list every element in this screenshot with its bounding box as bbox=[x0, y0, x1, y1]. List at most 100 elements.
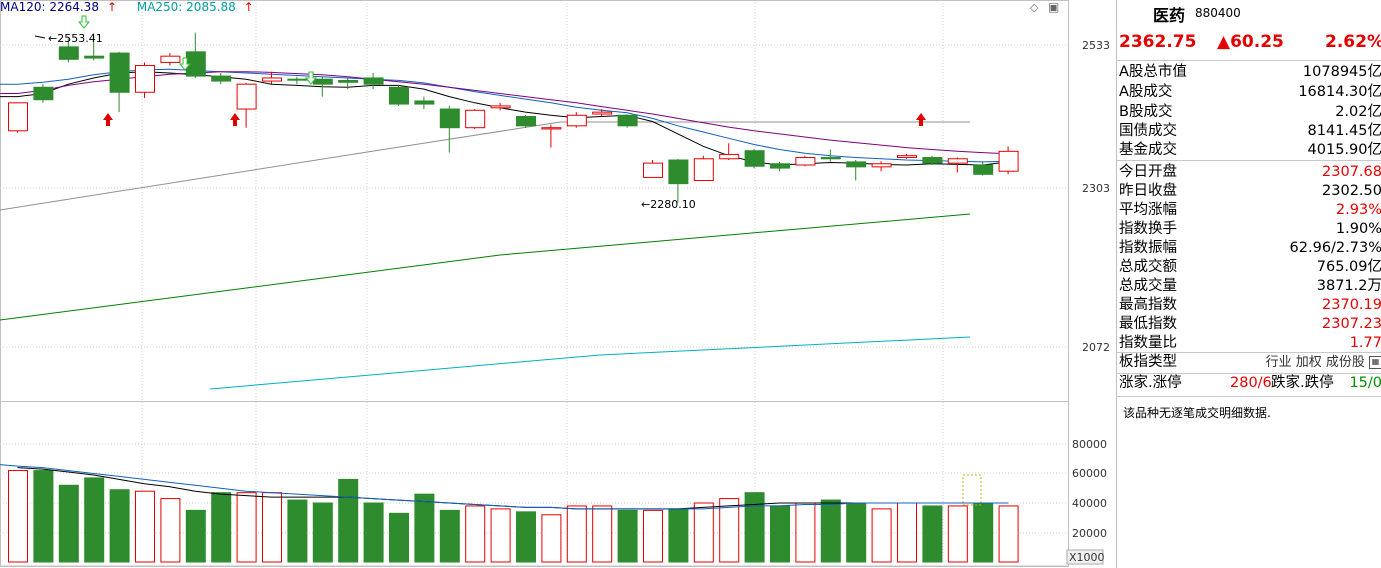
candle-body bbox=[973, 164, 994, 175]
stat-row: 国债成交 8141.45亿 bbox=[1119, 122, 1381, 141]
candle-body bbox=[8, 102, 28, 132]
volume-bar bbox=[236, 492, 257, 563]
candle-body bbox=[490, 105, 511, 109]
candle-body bbox=[160, 55, 181, 63]
price-axis-label: 2072 bbox=[1082, 341, 1110, 354]
stat-value: 2307.23 bbox=[1322, 316, 1381, 332]
stat-label: 总成交额 bbox=[1119, 259, 1177, 275]
divider bbox=[1117, 373, 1381, 374]
ma-legend: MA120: 2264.38 ↑ MA250: 2085.88 ↑ bbox=[0, 0, 270, 16]
candle-body bbox=[389, 86, 409, 105]
candle-body bbox=[922, 157, 943, 164]
stat-value: 765.09亿 bbox=[1316, 259, 1381, 275]
volume-bar bbox=[312, 502, 333, 563]
volume-bar bbox=[363, 502, 384, 563]
divider bbox=[1117, 60, 1381, 61]
stat-row: 今日开盘 2307.68 bbox=[1119, 163, 1381, 182]
up-count-label: 涨家.涨停 bbox=[1119, 375, 1182, 391]
board-type-value[interactable]: 行业 加权 成份股 bbox=[1265, 355, 1365, 370]
diamond-icon[interactable]: ◇ bbox=[1030, 1, 1039, 14]
tick-detail-note: 该品种无逐笔成交明细数据. bbox=[1123, 406, 1271, 420]
sell-signal-arrow bbox=[77, 15, 91, 29]
stat-value: 1078945亿 bbox=[1302, 64, 1381, 80]
candle-body bbox=[947, 158, 968, 164]
stat-value: 2307.68 bbox=[1322, 164, 1381, 180]
divider bbox=[1117, 160, 1381, 161]
board-type-row: 板指类型 行业 加权 成份股 ▦ bbox=[1119, 353, 1381, 372]
sell-signal-arrow bbox=[304, 71, 318, 85]
ma10-line bbox=[0, 68, 1009, 163]
high-pointer bbox=[34, 35, 46, 39]
volume-bar bbox=[338, 478, 359, 563]
stat-row: 指数量比 1.77 bbox=[1119, 334, 1381, 353]
grid-icon[interactable]: ▦ bbox=[1369, 356, 1381, 369]
volume-bar bbox=[566, 505, 587, 563]
candle-body bbox=[363, 77, 384, 85]
candle-body bbox=[846, 161, 867, 168]
candle-body bbox=[58, 46, 79, 60]
stat-value: 3871.2万 bbox=[1316, 278, 1381, 294]
volume-bar bbox=[719, 498, 740, 563]
stat-value: 2370.19 bbox=[1322, 297, 1381, 313]
volume-bar bbox=[84, 477, 105, 563]
board-type-label: 板指类型 bbox=[1119, 354, 1177, 370]
candle-body bbox=[643, 162, 663, 178]
candle-body bbox=[33, 86, 54, 101]
buy-signal-arrow bbox=[916, 113, 926, 126]
stat-label: 国债成交 bbox=[1119, 123, 1177, 139]
candle-body bbox=[668, 159, 689, 185]
ma120-line bbox=[0, 213, 971, 321]
ma60-line bbox=[0, 121, 970, 211]
candle-body bbox=[84, 55, 105, 59]
current-price: 2362.75 bbox=[1119, 32, 1197, 52]
volume-bar bbox=[8, 470, 28, 563]
volume-axis-label: 80000 bbox=[1072, 438, 1107, 451]
candle-body bbox=[795, 157, 816, 166]
kline-chart-area[interactable]: 2533 2303 2072 80000 60000 40000 20000 X1000 ←25… bbox=[0, 0, 1116, 568]
stat-value: 1.90% bbox=[1335, 221, 1381, 237]
quote-panel: 医药 880400 2362.75 ▲60.25 2.62% A股总市值 1078… bbox=[1116, 0, 1381, 568]
stat-label: 指数振幅 bbox=[1119, 240, 1177, 256]
volume-bar bbox=[490, 508, 511, 563]
volume-forecast-box bbox=[962, 474, 982, 506]
stat-label: 基金成交 bbox=[1119, 142, 1177, 158]
volume-bar bbox=[516, 511, 536, 563]
stat-label: 最低指数 bbox=[1119, 316, 1177, 332]
volume-bar bbox=[389, 512, 409, 563]
volume-bar bbox=[439, 509, 460, 563]
volume-bar bbox=[973, 502, 994, 563]
volume-bar bbox=[998, 505, 1019, 563]
volume-bar bbox=[668, 508, 689, 563]
price-axis-label: 2303 bbox=[1082, 182, 1110, 195]
candle-body bbox=[312, 78, 333, 85]
volume-bar bbox=[135, 490, 155, 563]
stat-value: 2302.50 bbox=[1322, 183, 1381, 199]
volume-bar bbox=[541, 514, 562, 563]
volume-ma10-line bbox=[0, 464, 1009, 510]
divider bbox=[1117, 396, 1381, 397]
stat-label: 总成交量 bbox=[1119, 278, 1177, 294]
stat-label: 最高指数 bbox=[1119, 297, 1177, 313]
stat-row: 总成交额 765.09亿 bbox=[1119, 258, 1381, 277]
candle-body bbox=[236, 83, 257, 110]
candle-body bbox=[770, 163, 790, 169]
candle-body bbox=[287, 78, 308, 81]
stat-value: 2.93% bbox=[1335, 202, 1381, 218]
volume-axis-label: 20000 bbox=[1072, 527, 1107, 540]
volume-bar bbox=[846, 502, 867, 563]
volume-bar bbox=[287, 499, 308, 563]
candle-body bbox=[211, 75, 232, 82]
price-axis-label: 2533 bbox=[1082, 39, 1110, 52]
volume-bar bbox=[617, 509, 638, 563]
up-count-value: 280/6 bbox=[1230, 375, 1272, 391]
settings-icon[interactable]: ▣ bbox=[1048, 0, 1060, 14]
kline-chart-svg[interactable]: 2533 2303 2072 80000 60000 40000 20000 X1000 ←25… bbox=[0, 0, 1116, 568]
stat-row: B股成交 2.02亿 bbox=[1119, 103, 1381, 122]
ma250-line bbox=[209, 336, 971, 390]
candle-body bbox=[820, 157, 841, 160]
stat-value: 16814.30亿 bbox=[1298, 84, 1381, 100]
stat-row: 昨日收盘 2302.50 bbox=[1119, 182, 1381, 201]
candle-body bbox=[693, 158, 714, 182]
stat-row: 平均涨幅 2.93% bbox=[1119, 201, 1381, 220]
price-change: ▲60.25 bbox=[1217, 32, 1284, 52]
